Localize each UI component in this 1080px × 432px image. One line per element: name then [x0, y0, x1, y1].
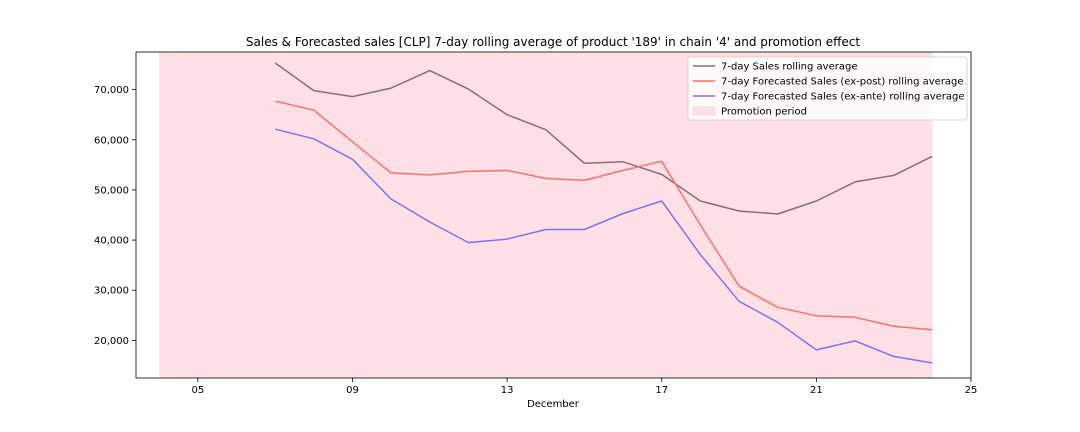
y-tick-label: 40,000 — [94, 236, 129, 247]
plot-frame — [135, 51, 972, 379]
x-tick-label: 17 — [655, 385, 668, 396]
legend-swatch-promotion — [692, 106, 716, 116]
x-tick-label: 05 — [191, 385, 204, 396]
legend: 7-day Sales rolling average 7-day Forecas… — [687, 56, 968, 121]
legend-entry-2: 7-day Forecasted Sales (ex-post) rolling… — [721, 77, 964, 88]
series-line-1 — [274, 62, 933, 215]
legend-entry-1: 7-day Sales rolling average — [721, 62, 857, 73]
series-line-3 — [275, 128, 933, 364]
y-tick-label: 60,000 — [94, 135, 129, 146]
y-tick-label: 70,000 — [94, 85, 129, 96]
x-axis-label: December — [527, 399, 580, 410]
series-line-2 — [275, 100, 933, 331]
legend-entry-promotion: Promotion period — [721, 107, 807, 118]
legend-entry-3: 7-day Forecasted Sales (ex-ante) rolling… — [721, 92, 965, 103]
y-tick-label: 30,000 — [94, 286, 129, 297]
legend-box — [687, 56, 968, 121]
chart-title: Sales & Forecasted sales [CLP] 7-day rol… — [246, 35, 860, 49]
x-tick-label: 25 — [965, 385, 978, 396]
y-tick-label: 20,000 — [94, 336, 129, 347]
x-tick-label: 13 — [501, 385, 514, 396]
x-tick-label: 09 — [346, 385, 359, 396]
x-tick-label: 21 — [810, 385, 823, 396]
y-tick-label: 50,000 — [94, 185, 129, 196]
